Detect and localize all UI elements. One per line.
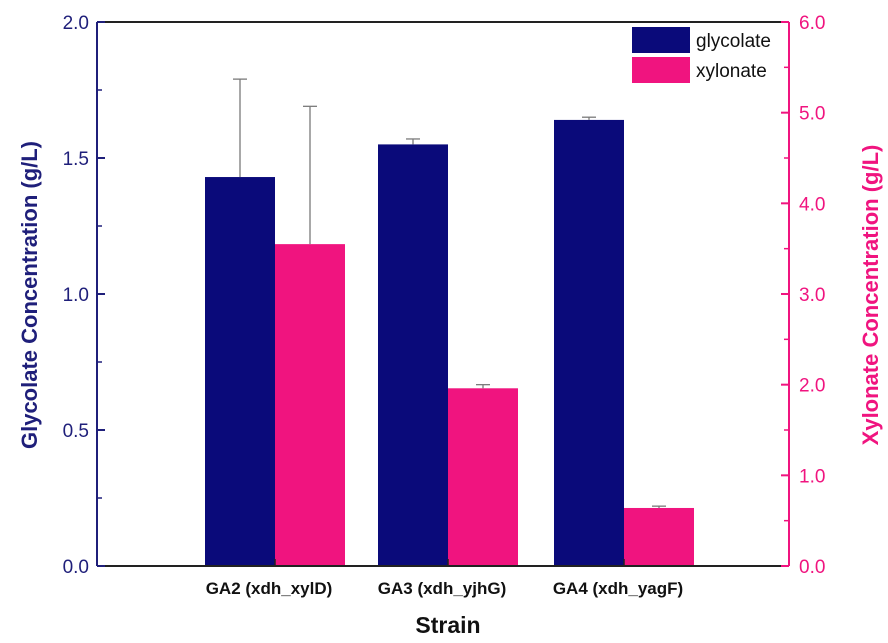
- right-tick-label: 2.0: [799, 376, 825, 397]
- error-bars-layer: [233, 78, 666, 508]
- bar-xylonate: [275, 244, 345, 566]
- right-tick-label: 4.0: [799, 194, 825, 215]
- legend-label-glycolate: glycolate: [696, 31, 771, 52]
- legend-swatch-xylonate: [632, 57, 690, 83]
- right-tick-label: 3.0: [799, 285, 825, 306]
- left-tick-label: 2.0: [63, 13, 89, 34]
- bars-layer: [205, 119, 694, 567]
- bar-glycolate: [378, 144, 448, 566]
- category-label: GA3 (xdh_yjhG): [378, 579, 506, 598]
- category-label: GA2 (xdh_xylD): [206, 579, 333, 598]
- left-tick-label: 1.5: [63, 149, 89, 170]
- axes-layer: 0.0 0.5 1.0 1.5 2.0 0.0 1.0 2.0 3.0 4.0 5.0 6.0: [63, 13, 826, 578]
- left-tick-label: 1.0: [63, 285, 89, 306]
- right-tick-label: 1.0: [799, 466, 825, 487]
- bar-xylonate: [624, 507, 694, 566]
- legend: glycolate xylonate: [632, 27, 771, 83]
- left-tick-label: 0.5: [63, 421, 89, 442]
- category-label: GA4 (xdh_yagF): [553, 579, 683, 598]
- legend-label-xylonate: xylonate: [696, 61, 767, 82]
- bar-xylonate: [448, 388, 518, 566]
- left-tick-label: 0.0: [63, 557, 89, 578]
- left-axis-title: Glycolate Concentration (g/L): [17, 141, 42, 449]
- bar-glycolate: [205, 177, 275, 567]
- right-tick-label: 5.0: [799, 104, 825, 125]
- legend-swatch-glycolate: [632, 27, 690, 53]
- right-tick-label: 6.0: [799, 13, 825, 34]
- right-tick-label: 0.0: [799, 557, 825, 578]
- bar-glycolate: [554, 119, 624, 567]
- x-axis-title: Strain: [415, 612, 480, 638]
- right-axis-title: Xylonate Concentration (g/L): [858, 145, 883, 446]
